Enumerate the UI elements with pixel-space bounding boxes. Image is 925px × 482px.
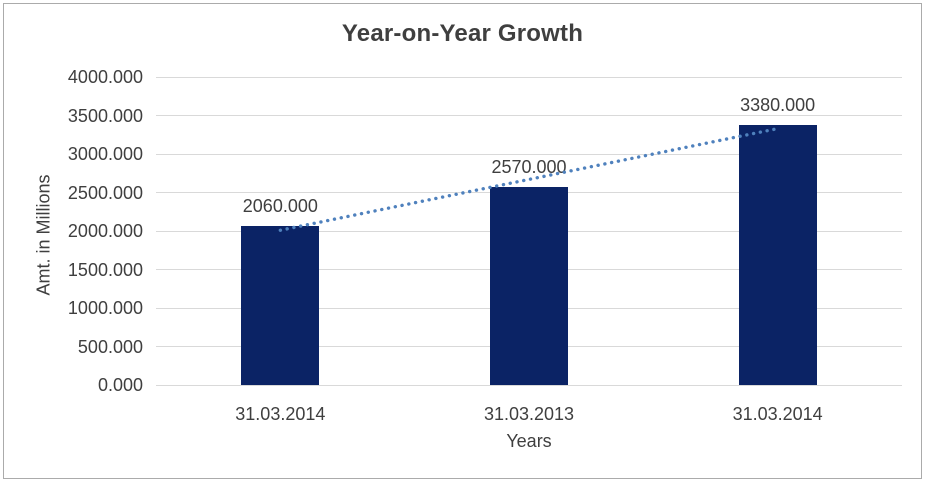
bar-data-label: 2060.000 xyxy=(242,196,318,217)
chart-title: Year-on-Year Growth xyxy=(341,20,584,47)
bar-series-column xyxy=(490,187,568,385)
gridline xyxy=(156,76,902,78)
y-axis-tick-label: 0.000 xyxy=(97,375,143,395)
bar-data-label: 3380.000 xyxy=(740,94,816,115)
y-axis-tick-label: 2500.000 xyxy=(67,182,143,203)
bar-data-label: 2570.000 xyxy=(491,157,567,178)
x-axis-title: Years xyxy=(506,431,552,451)
y-axis-tick-label: 4000.000 xyxy=(67,67,143,87)
bar-series-column xyxy=(241,226,320,385)
gridline xyxy=(156,115,902,116)
x-axis-line xyxy=(156,384,902,386)
plot-area: 2060.000 2570.000 3380.000 xyxy=(156,76,902,386)
x-axis-tick-label: 31.03.2014 xyxy=(732,404,823,424)
trendline xyxy=(278,126,780,232)
gridline xyxy=(156,153,902,155)
bar-series-column xyxy=(738,124,817,385)
y-axis-tick-label: 2000.000 xyxy=(67,221,143,241)
x-axis-tick-label: 31.03.2013 xyxy=(483,404,575,424)
trendline-layer xyxy=(278,126,780,232)
x-axis-tick-label: 31.03.2014 xyxy=(235,404,326,424)
y-axis-tick-label: 1500.000 xyxy=(67,259,143,280)
y-axis-tick-label: 3500.000 xyxy=(67,105,143,126)
y-axis-tick-label: 500.000 xyxy=(77,336,143,357)
y-axis-tick-label: 3000.000 xyxy=(67,144,143,164)
y-axis-tick-label: 1000.000 xyxy=(67,298,143,318)
